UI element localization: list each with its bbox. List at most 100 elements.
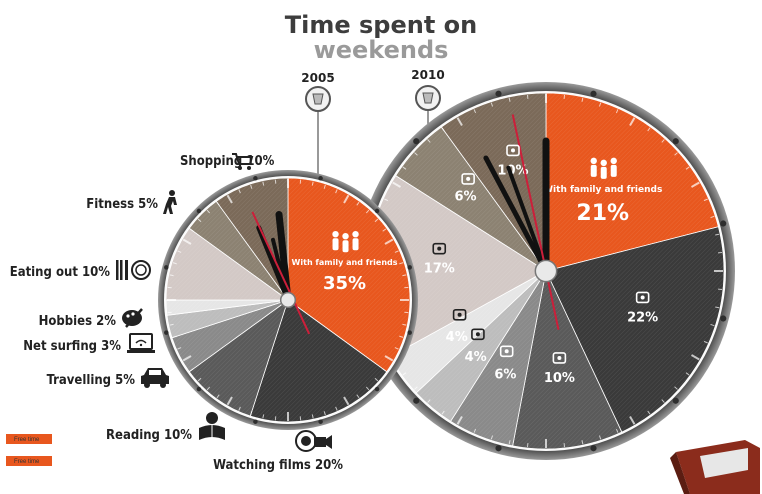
- family-icon: [590, 157, 617, 179]
- label-watching-films-2005: Watching films 20%: [213, 430, 343, 473]
- palette-icon: [452, 308, 467, 321]
- laptop-wifi-icon: [471, 328, 485, 341]
- clock-tick: [399, 335, 404, 338]
- rim-dot: [318, 419, 323, 424]
- label-hobbies-2005: Hobbies 2%: [39, 308, 143, 329]
- film-camera-icon: [635, 291, 650, 304]
- value-label-shopping-2010: 10%: [497, 163, 528, 178]
- chart-title: Time spent on: [285, 11, 477, 39]
- clock-tick: [384, 198, 389, 202]
- clock-tick: [598, 435, 602, 440]
- label-family-2010: With family and friends: [543, 185, 662, 195]
- value-label-fitness-2010: 6%: [455, 189, 477, 204]
- clock-tick: [629, 117, 636, 127]
- svg-text:Watching films 20%: Watching films 20%: [213, 458, 343, 473]
- label-text-net-surfing: Net surfing: [23, 339, 97, 354]
- clock-tick: [343, 194, 350, 204]
- clock-tick: [262, 181, 265, 186]
- clock-tick: [414, 386, 418, 390]
- clock-tick: [685, 372, 690, 376]
- clock-tick: [335, 189, 338, 194]
- clock-tick: [508, 97, 511, 102]
- legend: Free time Free time: [6, 434, 52, 466]
- clock-tick: [384, 238, 394, 245]
- svg-text:Travelling 5%: Travelling 5%: [47, 373, 136, 388]
- svg-text:Reading 10%: Reading 10%: [106, 428, 192, 443]
- clock-tick: [710, 323, 715, 327]
- clock-tick: [581, 97, 584, 102]
- clock-tick: [703, 198, 708, 202]
- rim-dot: [495, 445, 502, 452]
- cutlery-icon: [432, 242, 447, 255]
- clock-tick: [690, 354, 700, 361]
- value-label-eating-out-2005: 10%: [82, 265, 110, 280]
- cutlery-icon: [116, 260, 151, 280]
- value-label-eating-2010: 17%: [424, 262, 455, 277]
- svg-text:Eating out 10%: Eating out 10%: [10, 265, 111, 280]
- rim-dot: [672, 397, 679, 404]
- svg-text:Shopping 10%: Shopping 10%: [180, 154, 275, 169]
- legend-swatch-1: [6, 434, 52, 444]
- rim-dot: [196, 386, 202, 392]
- wallet-graphic: [670, 440, 760, 494]
- value-label-net-2010: 4%: [465, 350, 487, 365]
- clock-tick: [629, 415, 636, 425]
- second-hand: [251, 211, 311, 335]
- clock-tick: [169, 323, 174, 326]
- clock-tick: [615, 109, 619, 114]
- clock-tick: [456, 117, 463, 127]
- label-travelling-2005: Travelling 5%: [47, 368, 169, 388]
- rim-dot: [590, 445, 597, 452]
- clock-tick: [250, 184, 253, 189]
- svg-text:Hobbies 2%: Hobbies 2%: [39, 314, 117, 329]
- clock-tick: [647, 410, 651, 415]
- clock-tick: [323, 411, 326, 416]
- clock-tick: [172, 262, 177, 265]
- clock-tick: [674, 386, 678, 390]
- clock-tick: [427, 399, 431, 403]
- clock-tick: [414, 152, 418, 156]
- rim-dot: [590, 90, 597, 97]
- year-label-2010: 2010: [411, 68, 444, 82]
- slice-texture-fitness: [395, 126, 546, 272]
- value-label-travelling-2005: 5%: [115, 373, 135, 388]
- clock-tick: [441, 127, 445, 132]
- clock-tick: [715, 306, 720, 309]
- clock-tick: [441, 410, 445, 415]
- slice-texture-family: [288, 178, 410, 372]
- clock-tick: [427, 139, 431, 143]
- clock-tick: [177, 250, 182, 253]
- clock-tick: [394, 250, 399, 253]
- value-label-reading-2010: 10%: [544, 371, 575, 386]
- clock-tick: [490, 435, 494, 440]
- legend-label-1: Free time: [14, 437, 40, 443]
- clock-tick: [343, 396, 350, 406]
- slice-texture-travelling: [171, 300, 288, 372]
- rim-dot: [253, 419, 258, 424]
- label-text-watching-films: Watching films: [213, 458, 311, 473]
- rim-dot: [196, 208, 202, 214]
- clock-tick: [197, 218, 202, 223]
- slice-texture-hobbies: [390, 271, 546, 393]
- clock-tick: [182, 238, 192, 245]
- label-shopping-2005: Shopping 10%: [180, 153, 275, 170]
- legend-swatch-2: [6, 456, 52, 466]
- clock-tick: [356, 201, 360, 206]
- clock-tick: [216, 201, 220, 206]
- clock-center-pin: [534, 259, 558, 283]
- reading-icon: [552, 352, 567, 364]
- car-icon: [141, 368, 169, 388]
- rim-dot: [495, 90, 502, 97]
- clock-tick: [311, 414, 314, 419]
- rim-dot: [407, 265, 412, 270]
- family-icon: [332, 230, 359, 253]
- pie-chart-2010: With family and friends 21% 22% 10% 6% 4% 4% 17…: [357, 82, 735, 460]
- rim-dot: [374, 208, 380, 214]
- clock-tick: [384, 355, 394, 362]
- cart-icon: [506, 144, 520, 157]
- value-label-family-2005: 35%: [323, 273, 366, 294]
- chart-subtitle: weekends: [314, 36, 449, 64]
- clock-tick: [197, 377, 202, 382]
- slice-texture-net: [166, 300, 288, 338]
